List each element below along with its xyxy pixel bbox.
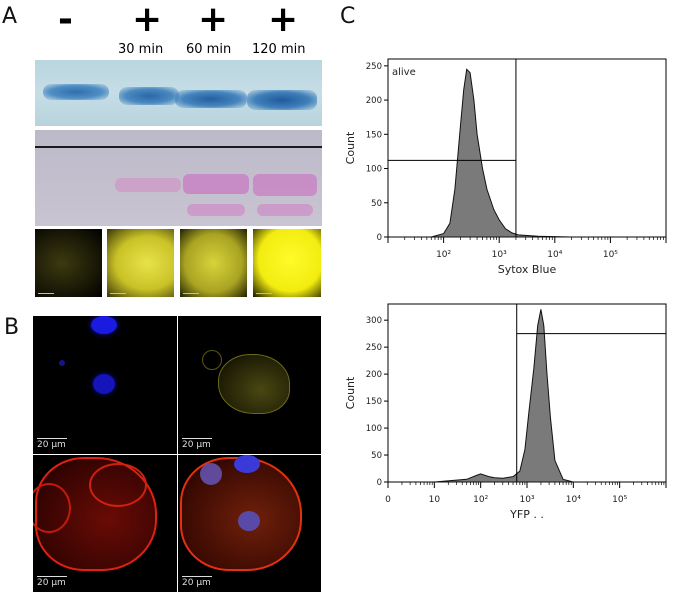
y-tick-label: 0 <box>377 478 382 488</box>
lane-1-sign: - <box>58 0 73 40</box>
y-tick-label: 150 <box>366 130 382 140</box>
scale-bar-label: 20 µm <box>37 578 66 588</box>
y-tick-label: 0 <box>377 233 382 243</box>
y-tick-label: 250 <box>366 62 382 72</box>
blot-edge-line <box>35 146 322 148</box>
y-tick-label: 200 <box>366 96 382 106</box>
blot-band <box>187 204 245 216</box>
panel-label-a: A <box>2 4 18 29</box>
lane-3-sign: + <box>198 0 229 40</box>
y-tick-label: 50 <box>371 451 382 461</box>
x-tick-label: 10² <box>473 495 488 505</box>
y-tick-label: 250 <box>366 343 382 353</box>
gel-band <box>43 84 109 100</box>
x-tick-label: 10 <box>429 495 441 505</box>
y-tick-label: 200 <box>366 370 382 380</box>
x-tick-label: 10⁵ <box>603 250 618 260</box>
x-tick-label: 10³ <box>519 495 534 505</box>
micrograph-merge: 20 µm <box>178 455 321 592</box>
blot-band <box>257 204 313 216</box>
micrograph-yfp: 20 µm <box>178 316 321 454</box>
blot-band <box>253 174 317 196</box>
x-tick-label: 10⁴ <box>566 495 581 505</box>
x-tick-label: 10⁴ <box>547 250 562 260</box>
x-tick-label: 0 <box>385 495 391 505</box>
micrograph-yellow-1 <box>35 229 102 297</box>
plot-frame <box>387 58 667 238</box>
micrograph-yellow-4 <box>253 229 321 297</box>
blot-band <box>115 178 181 192</box>
x-tick-label: 10² <box>436 250 451 260</box>
micrograph-yellow-2 <box>107 229 174 297</box>
scale-bar-label: 20 µm <box>37 440 66 450</box>
flow-histogram-yfp: 0 50 100 150 200 250 300 0 10 10² 10³ 10⁴ 10⁵ YFP . .… <box>344 303 667 521</box>
gel-band <box>175 90 247 108</box>
y-tick-label: 50 <box>371 199 382 209</box>
x-tick-label: 10³ <box>492 250 507 260</box>
y-tick-label: 150 <box>366 397 382 407</box>
blot-band <box>183 174 249 194</box>
y-tick-label: 100 <box>366 424 382 434</box>
lane-4-sign: + <box>268 0 299 40</box>
x-axis-label: YFP . . <box>509 508 544 521</box>
gel-band <box>247 90 317 110</box>
coomassie-gel <box>35 60 322 126</box>
lane-4-time: 120 min <box>252 42 306 57</box>
micrograph-membrane-red: 20 µm <box>33 455 177 592</box>
flow-histogram-sytox: alive 0 50 100 150 200 250 10² 10³ 10⁴ 10⁵ Sytox Bl… <box>344 58 667 276</box>
x-tick-label: 10⁵ <box>612 495 627 505</box>
scale-bar-label: 20 µm <box>182 440 211 450</box>
lane-2-sign: + <box>132 0 163 40</box>
y-axis-label: Count <box>344 376 357 409</box>
panel-label-c: C <box>340 4 356 29</box>
y-tick-label: 100 <box>366 165 382 175</box>
gel-band <box>119 87 179 105</box>
histogram-area <box>434 309 574 483</box>
y-tick-label: 300 <box>366 316 382 326</box>
gate-label: alive <box>392 67 416 78</box>
blot-membrane <box>35 130 322 226</box>
micrograph-yellow-3 <box>180 229 247 297</box>
x-axis-label: Sytox Blue <box>498 263 557 276</box>
lane-2-time: 30 min <box>118 42 164 57</box>
micrograph-dapi: 20 µm <box>33 316 177 454</box>
lane-3-time: 60 min <box>186 42 232 57</box>
panel-label-b: B <box>4 315 20 340</box>
scale-bar-label: 20 µm <box>182 578 211 588</box>
y-axis-label: Count <box>344 131 357 164</box>
